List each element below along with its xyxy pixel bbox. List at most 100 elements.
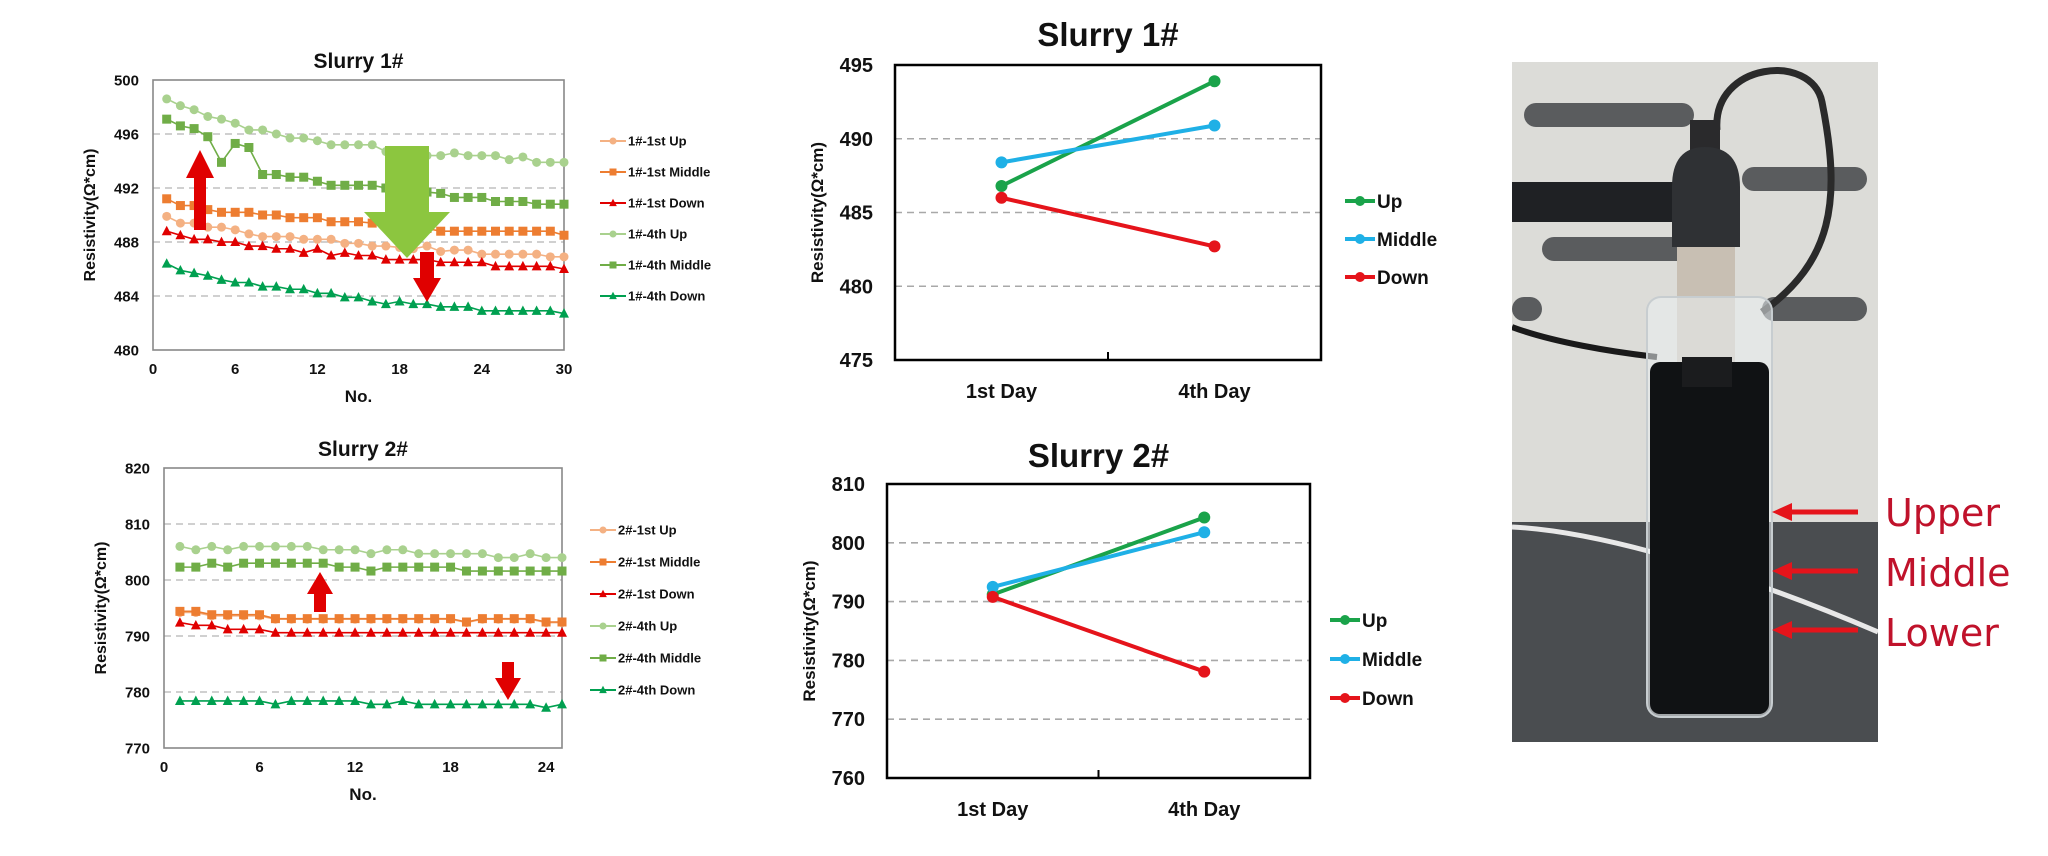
data-point	[394, 296, 405, 306]
black-slurry	[1650, 362, 1769, 714]
data-point	[302, 614, 312, 624]
data-point	[339, 291, 350, 302]
data-point	[398, 614, 408, 624]
data-point	[545, 260, 556, 271]
chart-title: Slurry 1#	[314, 50, 404, 73]
legend-item: 1#-4th Middle	[600, 258, 711, 273]
data-point	[257, 281, 268, 291]
data-point	[430, 549, 440, 559]
data-point	[525, 566, 535, 576]
data-point	[1208, 119, 1221, 132]
probe-cable	[1713, 67, 1835, 315]
data-point	[207, 610, 217, 620]
wall-slot	[1512, 297, 1542, 321]
data-point	[270, 627, 281, 637]
data-point	[461, 617, 471, 627]
data-point	[286, 558, 296, 568]
data-point	[350, 562, 360, 572]
data-point	[299, 213, 309, 223]
legend-label: 2#-1st Down	[618, 587, 695, 602]
legend-label: Middle	[1362, 650, 1422, 671]
legend-swatch-marker	[609, 168, 617, 176]
upper-arrow-icon	[1772, 503, 1858, 521]
data-point	[302, 541, 312, 551]
data-point	[559, 308, 569, 318]
legend-item: Down	[1330, 689, 1414, 710]
data-point	[366, 614, 376, 624]
data-point	[326, 287, 337, 298]
x-tick-label: 1st Day	[957, 799, 1029, 821]
data-point	[334, 562, 344, 572]
data-point	[207, 558, 217, 568]
data-point	[541, 553, 551, 563]
data-point	[493, 566, 503, 576]
data-point	[449, 226, 459, 236]
x-tick-label: 6	[231, 361, 239, 378]
legend-label: Up	[1377, 192, 1402, 213]
data-point	[477, 192, 487, 202]
data-point	[350, 627, 360, 637]
data-point	[302, 558, 312, 568]
data-point	[367, 180, 377, 190]
data-point	[189, 267, 200, 278]
data-point	[509, 566, 519, 576]
data-point	[381, 241, 391, 251]
data-point	[986, 590, 999, 603]
x-tick-label: 12	[309, 361, 326, 378]
data-point	[463, 301, 474, 311]
data-point	[509, 614, 519, 624]
red-down-arrow-icon-shape	[495, 662, 521, 700]
y-tick-label: 790	[125, 628, 150, 645]
x-tick-label: 24	[538, 759, 555, 776]
legend-swatch-marker	[609, 261, 617, 269]
series-middle	[995, 119, 1221, 169]
data-point	[559, 157, 569, 167]
legend-label: Down	[1377, 268, 1429, 289]
data-point	[230, 277, 241, 287]
data-point	[381, 627, 392, 637]
data-point	[445, 698, 456, 709]
legend-swatch-marker	[599, 589, 607, 598]
data-point	[525, 614, 535, 624]
data-point	[504, 197, 514, 206]
data-point	[326, 140, 336, 150]
data-point	[175, 201, 185, 211]
data-point	[504, 305, 515, 315]
data-point	[223, 610, 233, 620]
legend-label: Middle	[1377, 230, 1437, 251]
red-up-arrow-icon-shape	[307, 572, 333, 612]
y-axis-label: Resistivity(Ω*cm)	[93, 542, 110, 675]
data-point	[367, 241, 377, 251]
data-point	[557, 627, 567, 637]
data-point	[190, 619, 201, 630]
data-point	[493, 698, 504, 709]
data-point	[175, 218, 185, 228]
legend-label: 1#-1st Down	[628, 196, 705, 211]
data-point	[518, 152, 528, 162]
legend-label: 2#-4th Up	[618, 619, 677, 634]
series-line	[1001, 195, 1215, 249]
vial-photo	[1512, 62, 1878, 742]
legend-item: Middle	[1345, 230, 1437, 251]
data-point	[271, 210, 281, 220]
data-point	[222, 695, 233, 706]
bench-cable	[1512, 324, 1658, 360]
data-point	[285, 213, 295, 223]
data-point	[445, 627, 456, 637]
data-point	[518, 249, 528, 259]
y-tick-label: 484	[114, 288, 140, 305]
data-point	[161, 225, 172, 236]
data-point	[477, 698, 488, 709]
data-point	[493, 627, 504, 637]
data-point	[354, 238, 363, 248]
legend-swatch-marker	[599, 526, 607, 534]
data-point	[354, 217, 363, 227]
series-line	[1000, 79, 1216, 188]
x-axis-label: No.	[345, 387, 372, 406]
data-point	[175, 229, 186, 240]
data-point	[254, 695, 265, 706]
data-point	[206, 619, 217, 630]
y-axis-label: Resistivity(Ω*cm)	[800, 560, 819, 701]
data-point	[189, 105, 199, 115]
data-point	[191, 606, 201, 616]
